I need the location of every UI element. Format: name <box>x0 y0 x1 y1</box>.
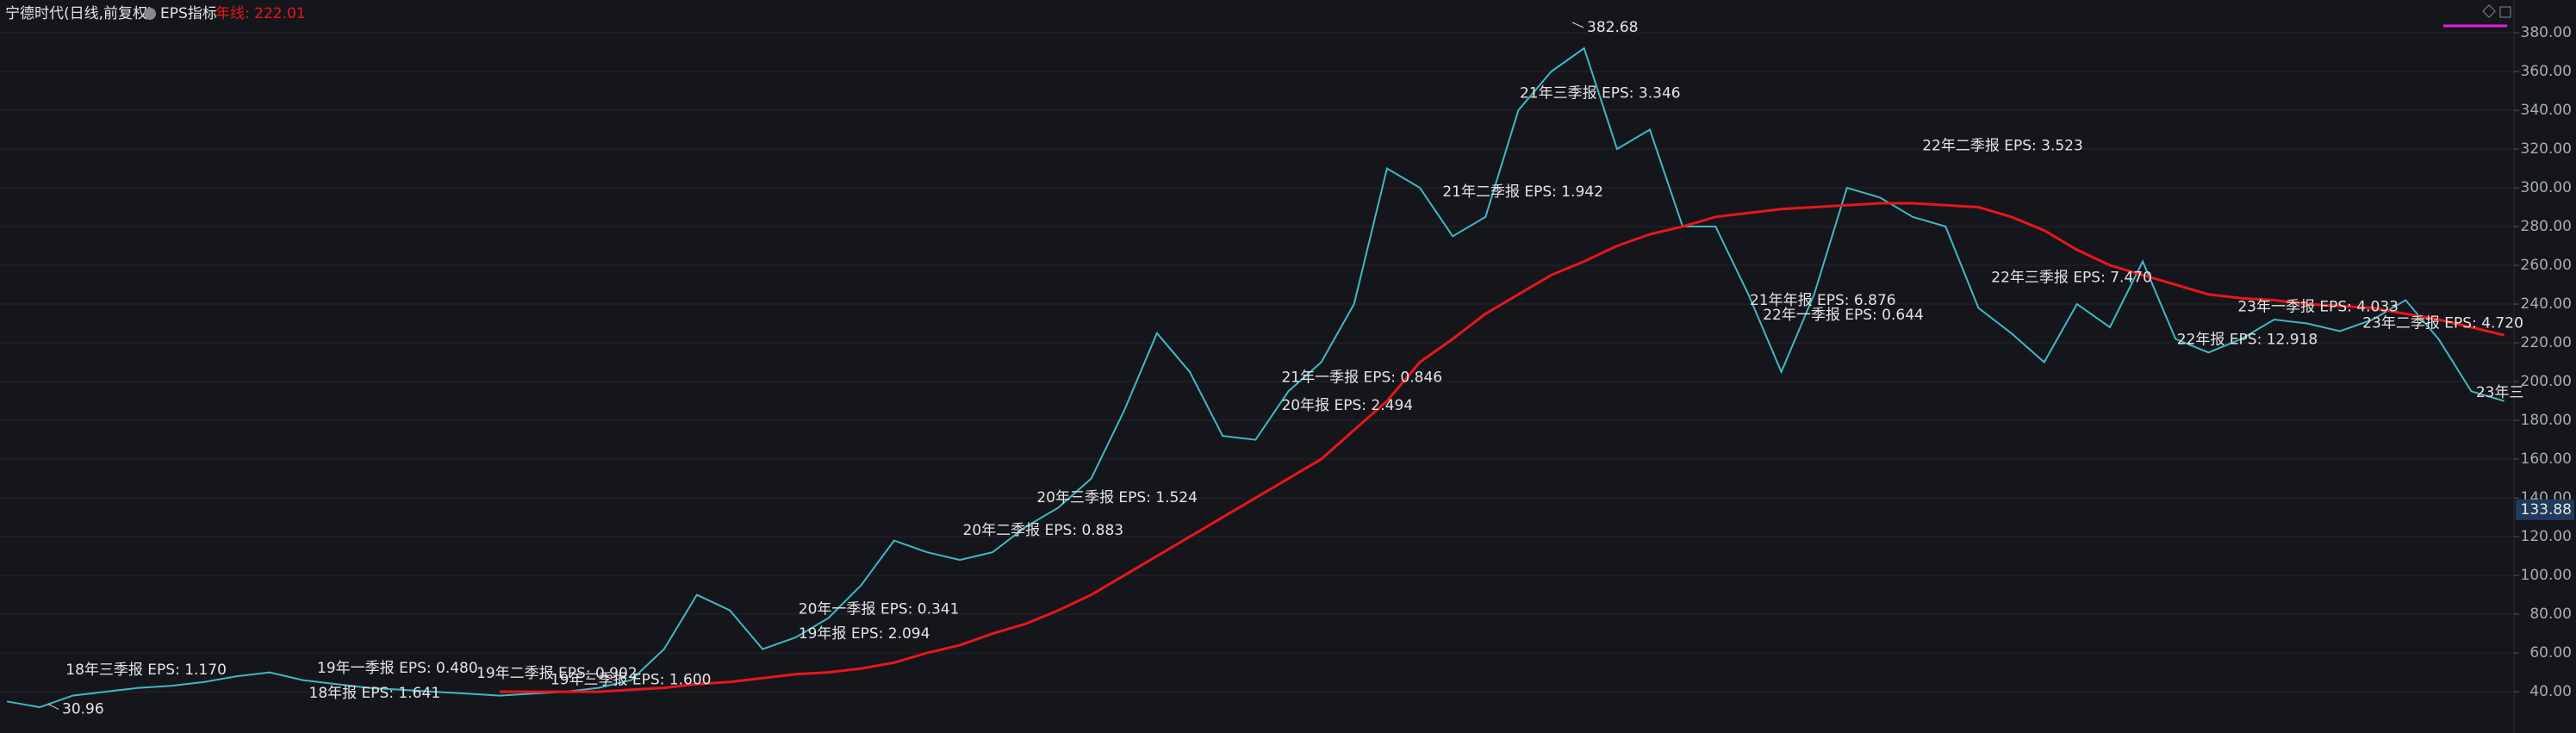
ma-line <box>500 202 2504 693</box>
eps-annotation: 21年一季报 EPS: 0.846 <box>1281 370 1442 387</box>
y-tick-label: 360.00 <box>2521 63 2572 80</box>
eps-annotation: 19年二季报 EPS: 0.902 <box>476 665 638 682</box>
indicator-icon[interactable] <box>144 8 156 20</box>
y-tick-label: 40.00 <box>2529 683 2572 700</box>
indicator-label[interactable]: EPS指标 <box>160 5 217 22</box>
eps-annotation: 22年报 EPS: 12.918 <box>2177 332 2318 349</box>
eps-annotation: 22年一季报 EPS: 0.644 <box>1763 307 1924 324</box>
eps-annotation: 23年三 <box>2476 384 2524 401</box>
y-tick-label: 120.00 <box>2521 528 2572 545</box>
price-tag-label: 133.88 <box>2521 501 2572 519</box>
eps-annotation: 18年三季报 EPS: 1.170 <box>65 662 227 679</box>
y-tick-label: 180.00 <box>2521 412 2572 429</box>
eps-annotation: 23年一季报 EPS: 4.033 <box>2237 299 2399 316</box>
y-tick-label: 160.00 <box>2521 450 2572 468</box>
y-tick-label: 220.00 <box>2521 334 2572 351</box>
eps-annotation: 19年报 EPS: 2.094 <box>799 625 930 643</box>
eps-annotation: 19年一季报 EPS: 0.480 <box>317 660 478 677</box>
eps-annotation: 18年报 EPS: 1.641 <box>309 685 441 702</box>
tool-icon[interactable] <box>2482 4 2496 18</box>
ma-label: 年线: 222.01 <box>215 5 306 22</box>
eps-annotation: 20年一季报 EPS: 0.341 <box>799 600 960 618</box>
eps-annotation: 21年年报 EPS: 6.876 <box>1750 292 1896 309</box>
price-line <box>6 47 2504 709</box>
eps-annotation: 21年二季报 EPS: 1.942 <box>1442 183 1603 201</box>
y-tick-label: 300.00 <box>2521 179 2572 196</box>
y-tick-label: 280.00 <box>2521 218 2572 235</box>
y-tick-label: 320.00 <box>2521 140 2572 158</box>
eps-annotation: 22年三季报 EPS: 7.470 <box>1991 269 2152 286</box>
eps-annotation: 20年报 EPS: 2.494 <box>1281 397 1413 414</box>
y-tick-label: 80.00 <box>2529 606 2572 623</box>
y-tick-label: 380.00 <box>2521 24 2572 41</box>
y-tick-label: 60.00 <box>2529 644 2572 662</box>
min-label: 30.96 <box>62 700 104 717</box>
y-tick-label: 240.00 <box>2521 295 2572 313</box>
y-tick-label: 260.00 <box>2521 257 2572 274</box>
max-label: 382.68 <box>1587 19 1638 36</box>
eps-annotation: 22年二季报 EPS: 3.523 <box>1922 138 2083 155</box>
eps-annotation: 21年三季报 EPS: 3.346 <box>1520 85 1681 102</box>
chart-title: 宁德时代(日线,前复权) <box>5 5 153 22</box>
min-pointer <box>47 703 59 710</box>
eps-annotation: 20年三季报 EPS: 1.524 <box>1036 489 1198 506</box>
eps-annotation: 20年二季报 EPS: 0.883 <box>963 522 1124 539</box>
max-pointer <box>1571 22 1584 28</box>
eps-annotation: 19年三季报 EPS: 1.600 <box>551 671 712 688</box>
price-tag <box>2516 499 2574 520</box>
y-tick-label: 340.00 <box>2521 102 2572 119</box>
tool-icon[interactable] <box>2499 6 2511 18</box>
y-tick-label: 100.00 <box>2521 567 2572 584</box>
y-tick-label: 200.00 <box>2521 373 2572 390</box>
eps-annotation: 23年二季报 EPS: 4.720 <box>2362 315 2523 332</box>
